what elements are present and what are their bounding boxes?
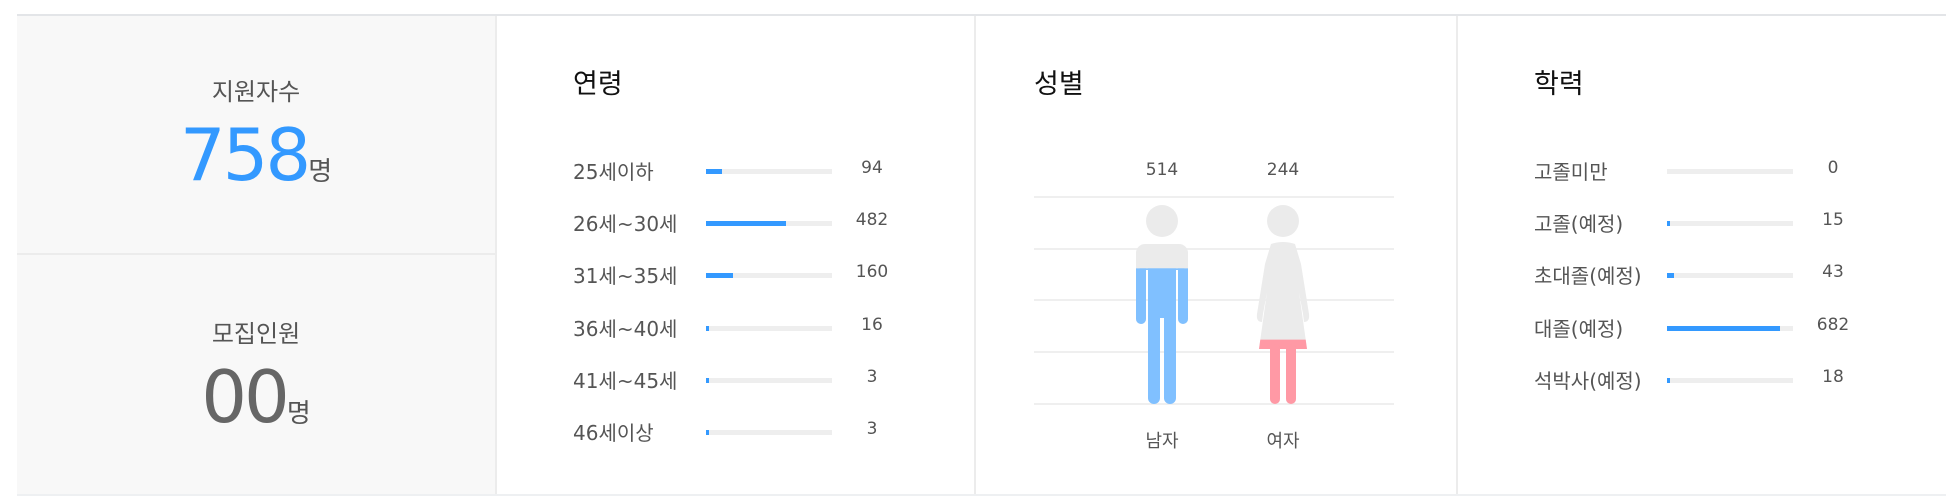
- female-label: 여자: [1266, 431, 1300, 452]
- age-row-value: 482: [855, 210, 889, 230]
- age-row-value: 160: [855, 262, 889, 282]
- applicants-label: 지원자수: [211, 78, 301, 106]
- age-row: 41세~45세 3: [573, 365, 973, 395]
- education-bar-track: [1667, 378, 1793, 383]
- male-count: 514: [1145, 160, 1179, 180]
- age-row: 36세~40세 16: [573, 313, 973, 343]
- gender-title: 성별: [1034, 69, 1084, 100]
- age-row: 26세~30세 482: [573, 208, 973, 238]
- education-row-value: 15: [1822, 210, 1844, 230]
- education-row-label: 석박사(예정): [1534, 369, 1642, 393]
- education-row-value: 0: [1827, 158, 1839, 178]
- summary-divider: [17, 253, 495, 255]
- recruit-unit: 명: [286, 399, 311, 429]
- education-bar-fill: [1667, 326, 1781, 331]
- education-row: 대졸(예정) 682: [1534, 313, 1934, 343]
- age-row: 46세이상 3: [573, 417, 973, 447]
- education-row-label: 초대졸(예정): [1534, 264, 1642, 288]
- education-row-value: 18: [1822, 367, 1844, 387]
- education-bar-track: [1667, 169, 1793, 174]
- gridline: [1034, 299, 1394, 301]
- applicants-stat: 지원자수 758명: [17, 72, 495, 191]
- bottom-border: [17, 494, 1946, 496]
- gridline: [1034, 248, 1394, 250]
- age-bar-track: [706, 169, 832, 174]
- education-row-value: 43: [1822, 262, 1844, 282]
- education-bar-track: [1667, 273, 1793, 278]
- female-figure-icon: [1256, 205, 1310, 404]
- age-row-value: 3: [866, 367, 878, 387]
- age-row: 31세~35세 160: [573, 260, 973, 290]
- education-row-label: 고졸미만: [1534, 160, 1608, 184]
- recruit-label: 모집인원: [211, 320, 301, 348]
- age-bar-track: [706, 221, 832, 226]
- education-row-label: 고졸(예정): [1534, 212, 1624, 236]
- education-bar-track: [1667, 326, 1793, 331]
- male-label: 남자: [1145, 431, 1179, 452]
- female-count: 244: [1266, 160, 1300, 180]
- age-title: 연령: [573, 69, 623, 100]
- gridline: [1034, 196, 1394, 198]
- age-bar-track: [706, 326, 832, 331]
- education-row: 석박사(예정) 18: [1534, 365, 1934, 395]
- summary-panel: 지원자수 758명 모집인원 00명: [17, 16, 495, 494]
- age-row-label: 41세~45세: [573, 369, 678, 393]
- recruit-count: 00: [201, 355, 290, 439]
- education-row: 고졸(예정) 15: [1534, 208, 1934, 238]
- education-row: 고졸미만 0: [1534, 156, 1934, 186]
- age-row-value: 94: [861, 158, 883, 178]
- gridline: [1034, 403, 1394, 405]
- education-bar-track: [1667, 221, 1793, 226]
- age-bar-fill: [706, 169, 722, 174]
- education-bar-fill: [1667, 273, 1675, 278]
- gridline: [1034, 351, 1394, 353]
- education-row: 초대졸(예정) 43: [1534, 260, 1934, 290]
- age-bar-fill: [706, 378, 709, 383]
- age-row-label: 31세~35세: [573, 264, 678, 288]
- age-bar-fill: [706, 273, 733, 278]
- age-bar-track: [706, 378, 832, 383]
- divider: [974, 16, 976, 494]
- education-bar-fill: [1667, 378, 1670, 383]
- applicants-count: 758: [179, 113, 311, 197]
- age-row-value: 16: [861, 315, 883, 335]
- divider: [495, 16, 497, 494]
- recruit-stat: 모집인원 00명: [17, 314, 495, 433]
- age-row-label: 36세~40세: [573, 317, 678, 341]
- education-title: 학력: [1534, 69, 1584, 100]
- age-row: 25세이하 94: [573, 156, 973, 186]
- education-bar-fill: [1667, 221, 1670, 226]
- education-row-value: 682: [1816, 315, 1850, 335]
- age-bar-fill: [706, 430, 709, 435]
- top-border: [17, 14, 1946, 16]
- applicants-unit: 명: [308, 157, 333, 187]
- age-bar-fill: [706, 221, 787, 226]
- age-row-label: 25세이하: [573, 160, 654, 184]
- age-bar-track: [706, 273, 832, 278]
- education-row-label: 대졸(예정): [1534, 317, 1624, 341]
- age-row-label: 26세~30세: [573, 212, 678, 236]
- male-figure-icon: [1136, 205, 1188, 404]
- age-bar-track: [706, 430, 832, 435]
- age-bar-fill: [706, 326, 709, 331]
- divider: [1456, 16, 1458, 494]
- age-row-value: 3: [866, 419, 878, 439]
- age-row-label: 46세이상: [573, 421, 654, 445]
